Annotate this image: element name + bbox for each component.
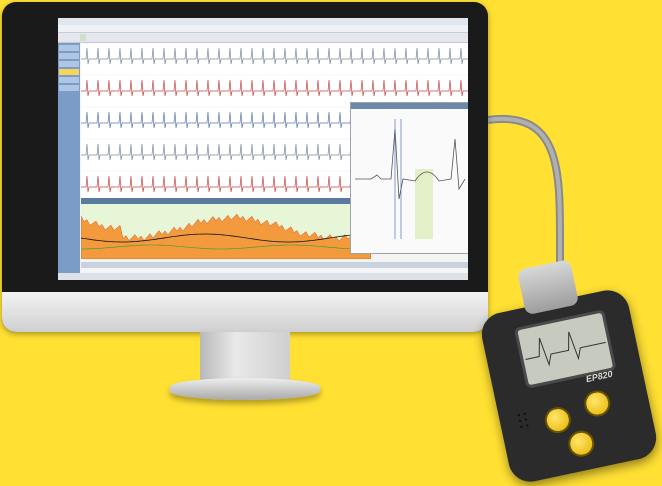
toolbar [58,33,468,43]
sidebar-item-selected[interactable] [59,69,79,75]
speaker-grille [517,412,529,428]
trend-header [81,198,371,204]
holter-recorder: EP820 [477,259,661,486]
monitor-chin [2,292,488,332]
sidebar [58,43,80,280]
sidebar-item[interactable] [59,85,79,91]
ecg-trace [81,79,468,97]
ecg-trace [81,47,468,65]
recorder-connector [516,259,580,316]
detail-panel-title [351,103,468,109]
window-title-bar [58,18,468,25]
status-bar [58,273,468,280]
active-tab[interactable] [80,34,86,41]
sidebar-item[interactable] [59,53,79,59]
recorder-lcd [513,309,617,389]
sidebar-item[interactable] [59,61,79,67]
heart-rate-trend [81,204,371,259]
monitor-stand-base [170,378,320,400]
monitor-stand [200,332,290,380]
sidebar-item[interactable] [59,77,79,83]
beat-waveform [355,119,466,239]
lcd-ecg-trace [525,331,606,367]
recorder-button-right[interactable] [581,388,613,419]
recorder-button-left[interactable] [542,404,574,436]
timeline-scrollbar[interactable] [81,262,468,268]
sidebar-item[interactable] [59,45,79,51]
beat-detail-panel [350,102,468,254]
menu-bar [58,25,468,33]
recorder-button-bottom[interactable] [565,428,597,460]
monitor-screen [58,18,468,280]
